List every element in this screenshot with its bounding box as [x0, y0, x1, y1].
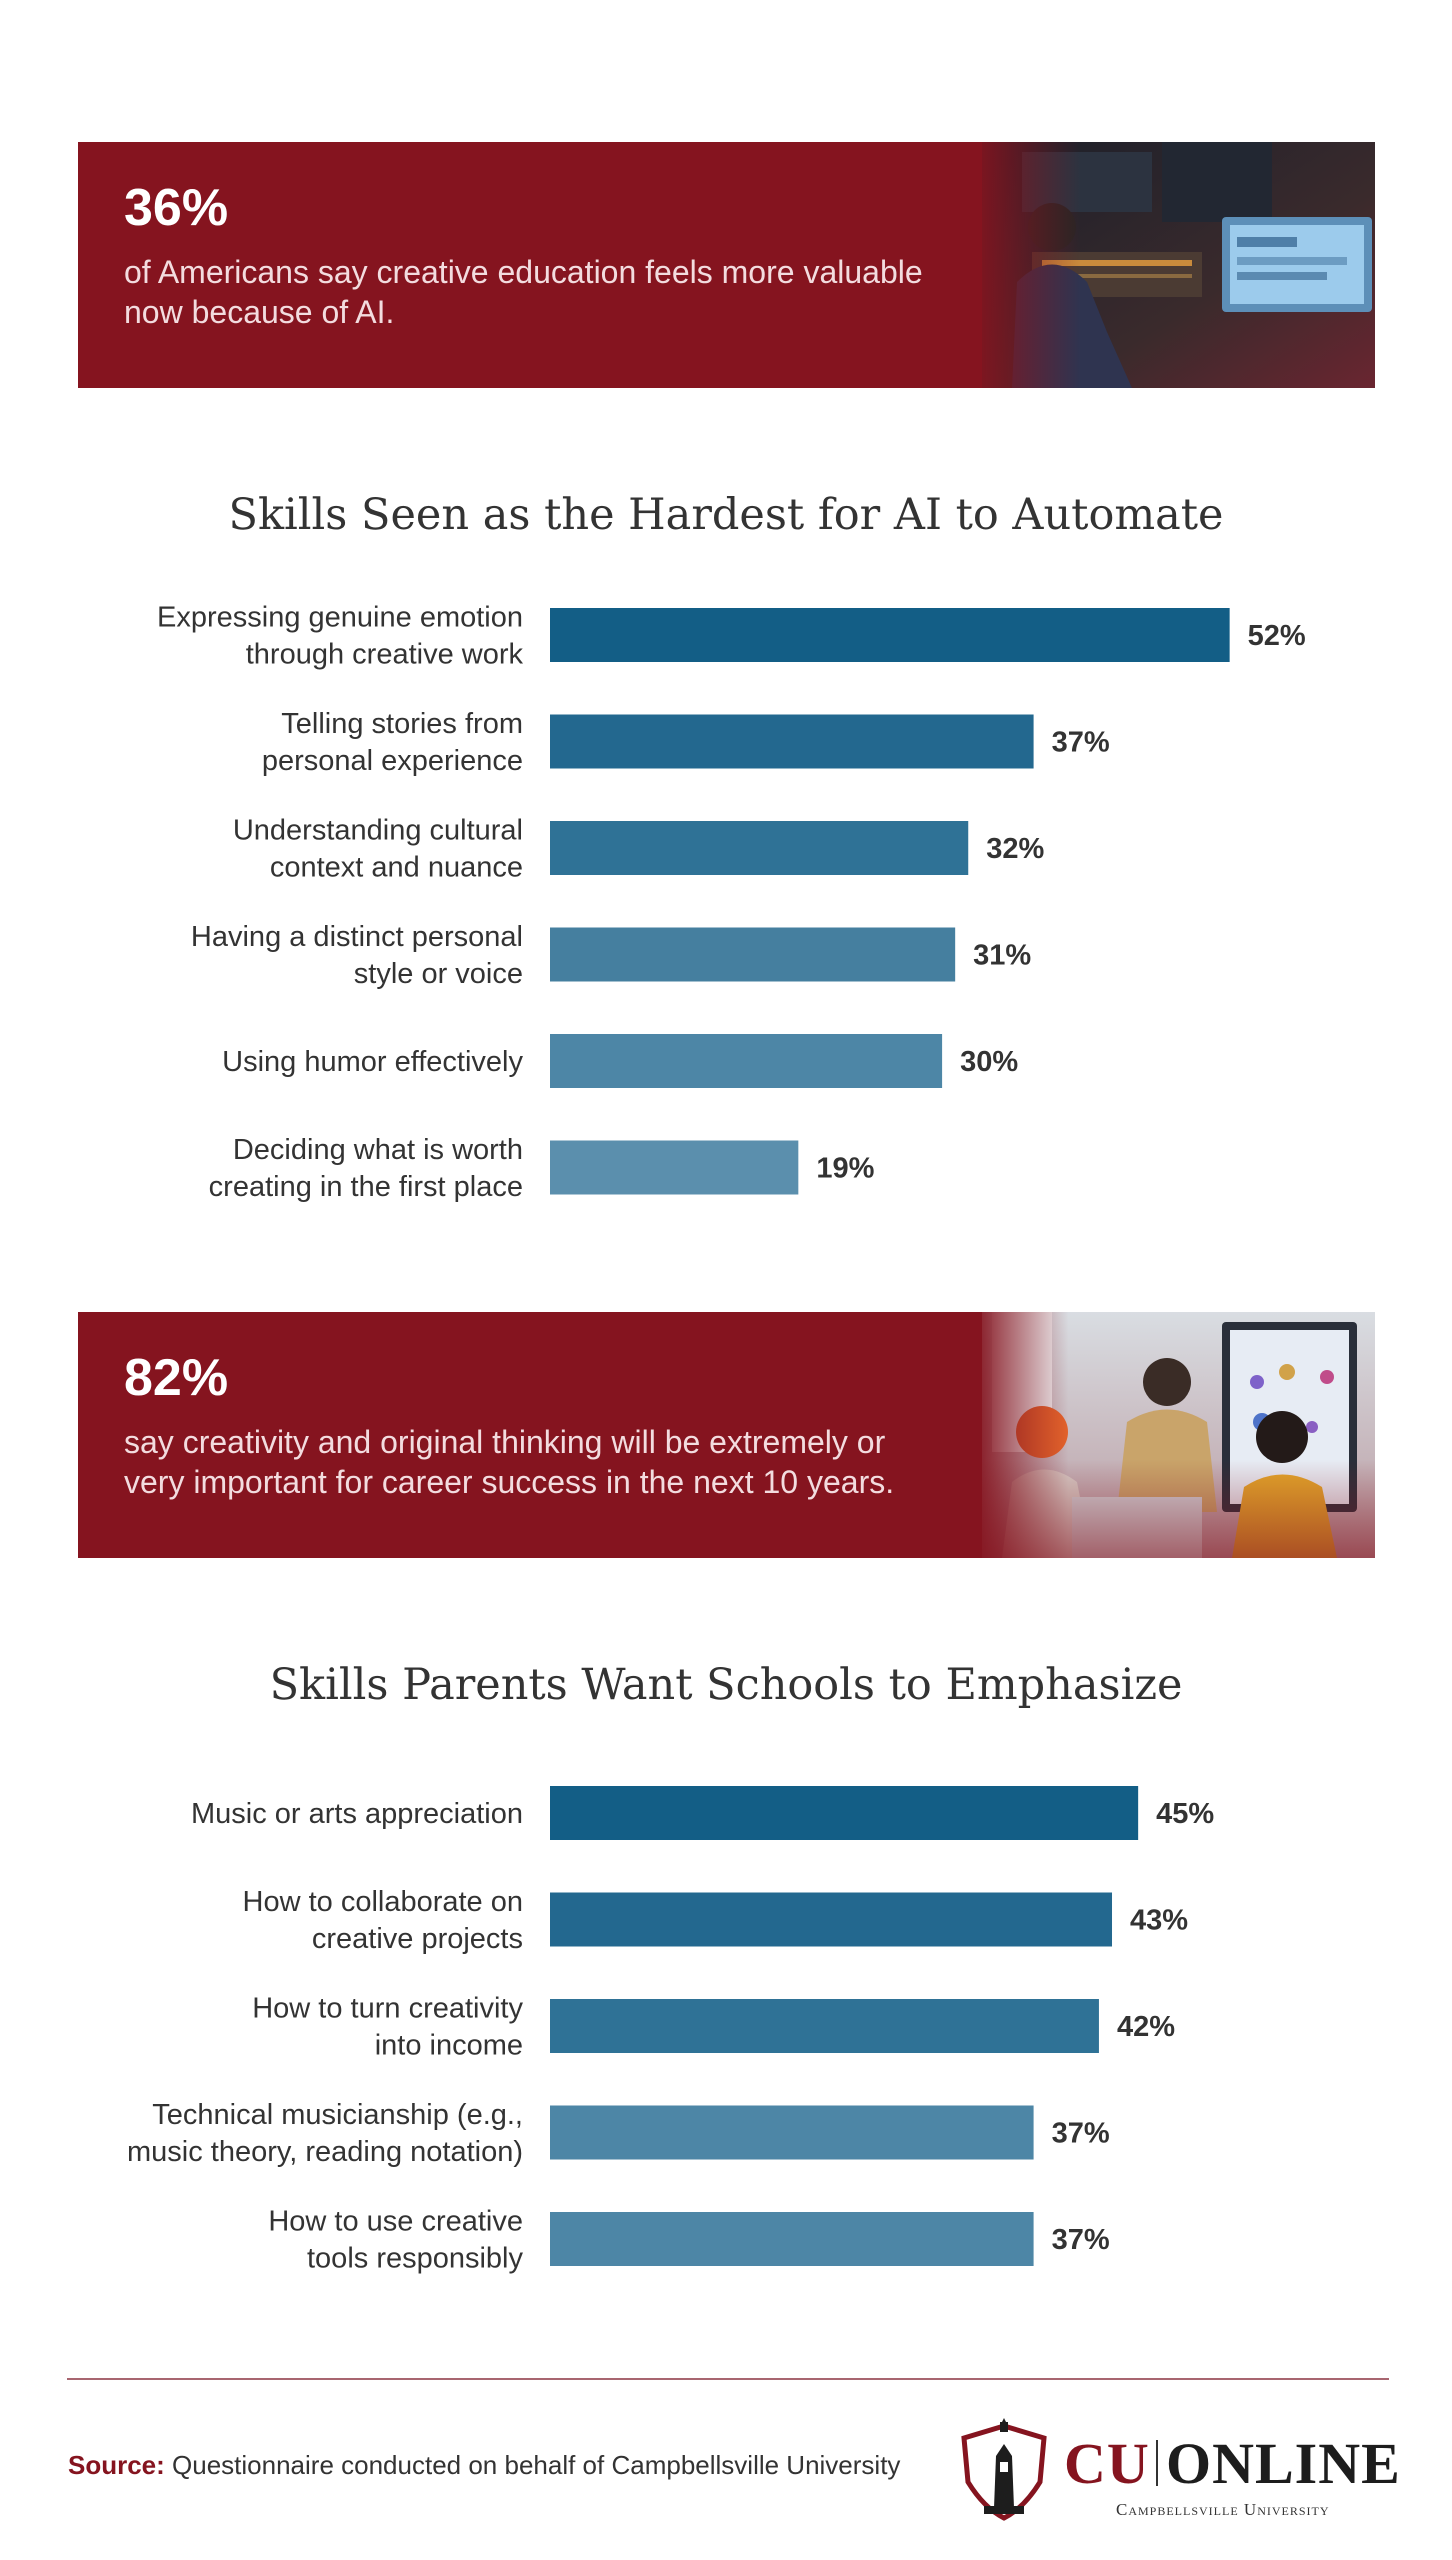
bar-2 — [550, 1892, 1113, 1947]
category-label-4-line-1: Having a distinct personal — [191, 921, 523, 953]
chart-title-parent-skills: Skills Parents Want Schools to Emphasize — [269, 1660, 1183, 1710]
bar-1 — [550, 608, 1230, 662]
source-text: Questionnaire conducted on behalf of Cam… — [164, 2450, 901, 2480]
category-label-3-line-2: into income — [375, 2030, 523, 2062]
stat-description: of Americans say creative education feel… — [124, 254, 923, 330]
stat-value: 82% — [124, 1349, 229, 1407]
stat-value: 36% — [124, 179, 229, 237]
value-label-1: 52% — [1248, 620, 1306, 652]
category-label-3-line-1: Understanding cultural — [233, 815, 523, 847]
logo-separator — [1156, 2440, 1158, 2486]
source-note: Source: Questionnaire conducted on behal… — [68, 2450, 900, 2481]
bar-1 — [550, 1786, 1139, 1840]
bar-5 — [550, 1034, 943, 1088]
chart-parent-skills: 45% Music or arts appreciation 43% How to c… — [127, 1786, 1214, 2275]
value-label-5: 37% — [1052, 2224, 1110, 2256]
logo-university: Campbellsville University — [1116, 2500, 1330, 2519]
chart-hardest-skills: 52% Expressing genuine emotion through cre… — [157, 602, 1306, 1204]
logo-cu: CU — [1064, 2431, 1150, 2496]
stat-banner-2: 82% say creativity and original thinking… — [78, 1312, 1375, 1558]
logo-online: ONLINE — [1166, 2431, 1401, 2496]
category-label-5-line-2: tools responsibly — [307, 2243, 523, 2275]
footer-divider — [67, 2378, 1389, 2380]
cu-online-logo: CU ONLINE Campbellsville University — [950, 2416, 1400, 2526]
bar-5 — [550, 2212, 1034, 2266]
bar-4 — [550, 927, 956, 982]
category-label-4-line-2: music theory, reading notation) — [127, 2136, 523, 2168]
bar-3 — [550, 1999, 1099, 2053]
category-label-6-line-2: creating in the first place — [209, 1171, 523, 1203]
university-crest-icon — [961, 2418, 1047, 2521]
stat-banner-1: 36% of Americans say creative education … — [78, 142, 1375, 388]
classroom-photo — [982, 1312, 1375, 1558]
category-label-2-line-2: creative projects — [312, 1923, 523, 1955]
chart-title-hardest-skills: Skills Seen as the Hardest for AI to Aut… — [228, 490, 1224, 540]
source-label: Source: — [68, 2450, 165, 2480]
value-label-4: 37% — [1052, 2118, 1110, 2150]
category-label-2-line-1: How to collaborate on — [243, 1886, 524, 1918]
category-label-5: Using humor effectively — [222, 1046, 523, 1078]
value-label-2: 43% — [1130, 1905, 1188, 1937]
category-label-5-line-1: How to use creative — [268, 2206, 523, 2238]
bar-4 — [550, 2105, 1034, 2160]
category-label-4-line-2: style or voice — [354, 958, 523, 990]
category-label-1-line-2: through creative work — [246, 639, 524, 671]
value-label-2: 37% — [1052, 727, 1110, 759]
category-label-6-line-1: Deciding what is worth — [233, 1134, 523, 1166]
value-label-3: 42% — [1117, 2011, 1175, 2043]
category-label-2-line-1: Telling stories from — [281, 708, 523, 740]
category-label-2-line-2: personal experience — [262, 745, 523, 777]
value-label-4: 31% — [973, 940, 1031, 972]
studio-photo — [982, 142, 1375, 388]
bar-6 — [550, 1140, 799, 1195]
value-label-3: 32% — [986, 833, 1044, 865]
category-label-1: Music or arts appreciation — [191, 1798, 523, 1830]
stat-description: say creativity and original thinking wil… — [124, 1424, 895, 1500]
value-label-5: 30% — [960, 1046, 1018, 1078]
category-label-3-line-2: context and nuance — [270, 852, 523, 884]
category-label-1-line-1: Expressing genuine emotion — [157, 602, 523, 634]
category-label-3-line-1: How to turn creativity — [252, 1993, 523, 2025]
bar-3 — [550, 821, 969, 875]
value-label-1: 45% — [1156, 1798, 1214, 1830]
bar-2 — [550, 714, 1034, 769]
category-label-4-line-1: Technical musicianship (e.g., — [152, 2099, 523, 2131]
value-label-6: 19% — [816, 1153, 874, 1185]
